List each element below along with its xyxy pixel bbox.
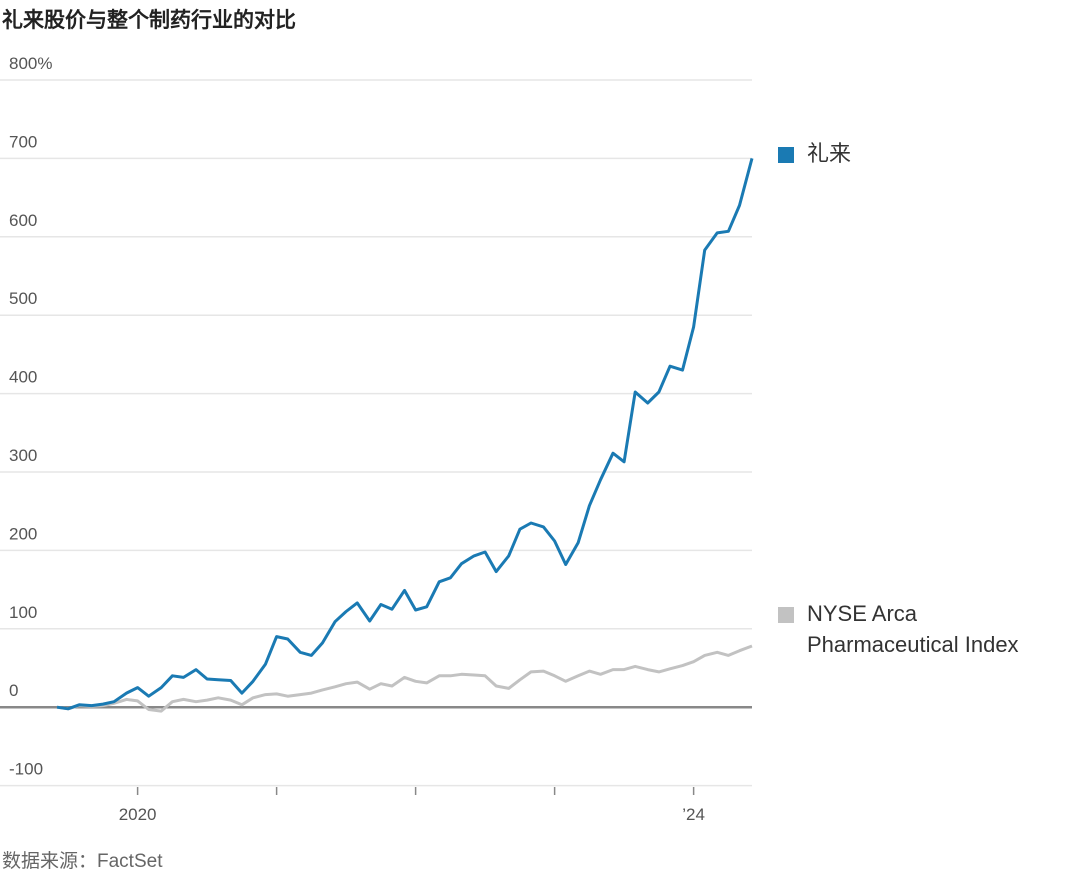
x-tick-label: 2020 [119,805,157,824]
y-tick-label: 200 [9,524,37,543]
y-tick-label: 0 [9,681,18,700]
y-tick-label: 600 [9,211,37,230]
y-tick-label: 400 [9,368,37,387]
series-line [56,644,753,713]
y-tick-label: 800% [9,54,52,73]
y-tick-label: 500 [9,289,37,308]
legend-swatch [778,147,794,163]
legend-label: 礼来 [807,141,852,166]
series-line [56,158,754,711]
y-tick-label: 300 [9,446,37,465]
legend-item: 礼来 [778,141,1067,169]
chart-title: 礼来股价与整个制药行业的对比 [2,9,296,32]
y-tick-label: 100 [9,603,37,622]
legend-item: NYSE Arca Pharmaceutical Index [778,601,1067,660]
x-tick-label: ’24 [682,805,705,824]
legend-swatch [778,607,794,623]
y-tick-label: 700 [9,132,37,151]
legend-label: NYSE Arca Pharmaceutical Index [807,601,1019,657]
source-note: 数据来源：FactSet [2,851,163,872]
y-tick-label: -100 [9,760,43,779]
